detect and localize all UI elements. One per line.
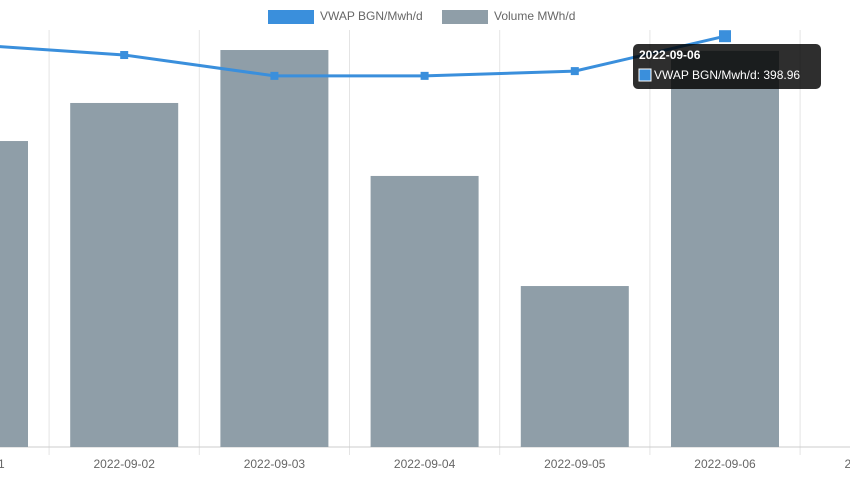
bar (520, 286, 629, 447)
point (270, 71, 279, 80)
x-tick-label: 2022-09-05 (544, 457, 606, 471)
tooltip: 2022-09-06 VWAP BGN/Mwh/d: 398.96 (633, 44, 821, 89)
x-tick-label: 2022-09-03 (244, 457, 306, 471)
point (719, 30, 731, 43)
bar (671, 50, 779, 447)
bar (370, 175, 479, 447)
tooltip-swatch (638, 68, 652, 82)
tooltip-text: VWAP BGN/Mwh/d: 398.96 (654, 68, 800, 82)
tooltip-box (633, 44, 821, 89)
legend-swatch (442, 10, 488, 24)
x-tick-label: 2022-09-01 (0, 457, 5, 471)
legend-label: VWAP BGN/Mwh/d (320, 9, 423, 23)
bar (220, 50, 329, 448)
legend-swatch (268, 10, 314, 24)
x-tick-label: 2022-09-02 (94, 457, 156, 471)
bar (70, 102, 179, 447)
x-tick-label: 2022-09-04 (394, 457, 456, 471)
legend-label: Volume MWh/d (494, 9, 575, 23)
tooltip-title: 2022-09-06 (639, 48, 701, 62)
x-tick-label: 2022-09-06 (694, 457, 756, 471)
line (0, 34, 726, 78)
point (420, 71, 429, 80)
x-tick-label: 2022-09-07 (845, 457, 850, 471)
bar (0, 141, 28, 447)
point (570, 67, 579, 76)
point (120, 51, 129, 60)
